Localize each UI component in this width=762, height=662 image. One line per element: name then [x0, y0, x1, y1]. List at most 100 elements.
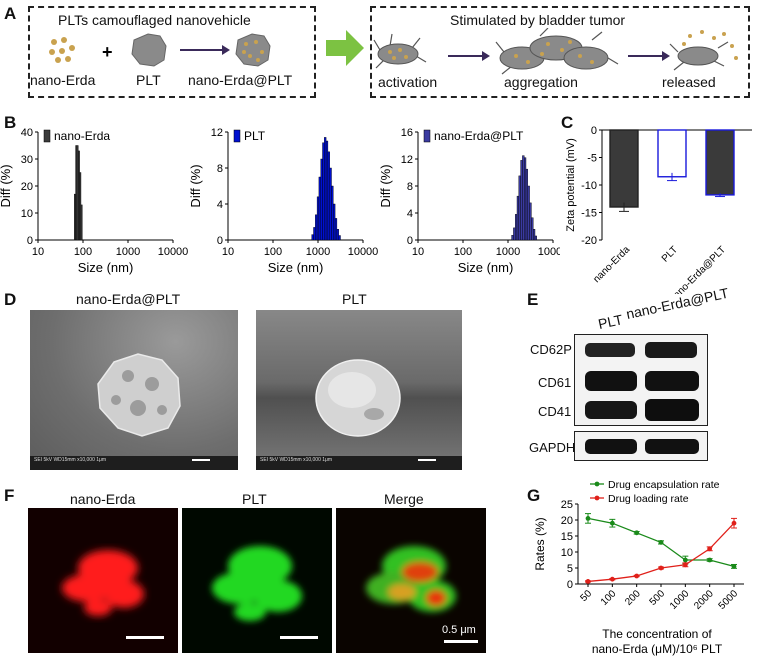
- sem-image-nano-erda-plt: SEI 5kV WD15mm x10,000 1μm: [30, 310, 238, 470]
- g-data-point: [707, 557, 713, 563]
- b-histogram-bar: [313, 227, 316, 241]
- blot-row-cd41: CD41: [538, 404, 572, 419]
- b-xtick-label: 1000: [496, 246, 520, 258]
- b-ytick-label: 8: [407, 181, 413, 193]
- c-ylabel: Zeta potential (mV): [565, 138, 577, 232]
- panel-label-e: E: [527, 290, 539, 309]
- b-legend-label: nano-Erda: [54, 129, 110, 143]
- g-xtick-label: 5000: [717, 588, 741, 612]
- b-xtick-label: 100: [74, 246, 92, 258]
- nano-erda-plt-label: nano-Erda@PLT: [188, 72, 293, 88]
- panel-label-c: C: [561, 113, 574, 132]
- activation-label: activation: [378, 74, 438, 90]
- b-histogram-bar: [311, 234, 314, 241]
- g-data-point: [731, 520, 737, 526]
- b-ytick-label: 4: [407, 208, 413, 220]
- tumor-title: Stimulated by bladder tumor: [450, 12, 626, 28]
- b-xtick-label: 1000: [116, 246, 140, 258]
- fluor-title-nano-erda: nano-Erda: [70, 491, 136, 507]
- b-ytick-label: 12: [211, 127, 223, 139]
- g-ytick-label: 5: [567, 563, 573, 575]
- fluor-image-red: [28, 508, 178, 653]
- b-ytick-label: 0: [217, 235, 223, 247]
- nanovehicle-box: [28, 6, 316, 98]
- g-data-point: [658, 540, 664, 545]
- b-histogram-bar: [516, 195, 519, 241]
- b-histogram-bar: [79, 172, 82, 241]
- released-label: released: [662, 74, 716, 90]
- panel-label-g: G: [527, 486, 541, 505]
- b-histogram-bar: [511, 235, 514, 241]
- g-ylabel: Rates (%): [533, 517, 547, 570]
- b-histogram-bar: [76, 145, 79, 241]
- g-data-point: [609, 520, 615, 526]
- b-ytick-label: 12: [401, 154, 413, 166]
- g-ytick-label: 25: [561, 499, 573, 511]
- b-legend-swatch: [233, 129, 241, 143]
- svg-text:+: +: [102, 42, 113, 62]
- b-histogram-bar: [329, 167, 332, 241]
- b-histogram-bar: [333, 203, 336, 241]
- b-histogram-bar: [524, 157, 527, 241]
- nano-erda-plt-shape: [235, 33, 271, 67]
- c-bar: [609, 129, 639, 208]
- b-xtick-label: 100: [454, 246, 472, 258]
- g-xlabel-line1: The concentration of: [602, 627, 712, 641]
- g-xtick-label: 500: [648, 588, 668, 608]
- b-histogram-bar: [533, 228, 536, 241]
- b-histogram-bar: [522, 155, 525, 241]
- g-data-point: [707, 546, 713, 552]
- nanovehicle-illustration: +: [49, 33, 271, 67]
- b-xlabel: Size (nm): [458, 260, 514, 275]
- nano-erda-label: nano-Erda: [30, 72, 96, 88]
- b-ytick-label: 0: [27, 235, 33, 247]
- b-legend-swatch: [423, 129, 431, 143]
- g-xtick-label: 2000: [692, 588, 716, 612]
- c-bar: [657, 129, 687, 178]
- b-histogram-bar: [75, 145, 78, 241]
- b-histogram-bar: [529, 202, 532, 241]
- b-histogram-bar: [324, 137, 327, 241]
- b-histogram-bar: [80, 204, 83, 241]
- fluor-title-merge: Merge: [384, 491, 424, 507]
- c-ytick-label: -20: [581, 235, 597, 247]
- panel-label-b: B: [4, 113, 17, 132]
- g-xlabel-line2: nano-Erda (μM)/10⁶ PLT: [592, 642, 723, 656]
- sem-left-info: SEI 5kV WD15mm x10,000 1μm: [34, 457, 107, 463]
- g-data-point: [682, 562, 688, 568]
- b-ytick-label: 8: [217, 163, 223, 175]
- g-data-point: [585, 579, 591, 584]
- g-data-point: [609, 576, 615, 582]
- b-histogram-bar: [316, 196, 320, 241]
- fluor-image-merge: 0.5 μm: [336, 508, 486, 653]
- b-histogram-bar: [531, 217, 534, 241]
- g-xtick-label: 100: [599, 588, 619, 608]
- b-histogram-bar: [331, 185, 334, 241]
- b-histogram-bar: [315, 214, 318, 241]
- g-data-point: [731, 564, 737, 569]
- sem-right-title: PLT: [342, 291, 367, 307]
- b-histogram-bar: [515, 214, 518, 241]
- b-xlabel: Size (nm): [268, 260, 324, 275]
- g-legend-label: Drug encapsulation rate: [608, 479, 720, 491]
- b-legend-label: nano-Erda@PLT: [434, 129, 524, 143]
- panel-label-d: D: [4, 290, 17, 309]
- g-series-line: [587, 522, 735, 583]
- sem-image-plt: SEI 5kV WD15mm x10,000 1μm: [256, 310, 462, 470]
- g-data-point: [658, 565, 664, 571]
- panel-label-f: F: [4, 486, 15, 505]
- b-histogram-bar: [325, 140, 329, 241]
- blot-row-gapdh: GAPDH: [529, 440, 576, 455]
- b-histogram-bar: [336, 228, 339, 241]
- blot-row-cd62p: CD62P: [530, 342, 572, 357]
- c-ytick-label: -15: [581, 208, 597, 220]
- b-xtick-label: 10: [412, 246, 424, 258]
- g-data-point: [634, 573, 640, 579]
- fluor-image-green: [182, 508, 332, 653]
- panel-label-a: A: [4, 4, 17, 23]
- western-blot-main: [574, 334, 708, 426]
- b-ytick-label: 16: [401, 127, 413, 139]
- b-xtick-label: 1000: [306, 246, 330, 258]
- b-histogram-bar: [520, 160, 523, 241]
